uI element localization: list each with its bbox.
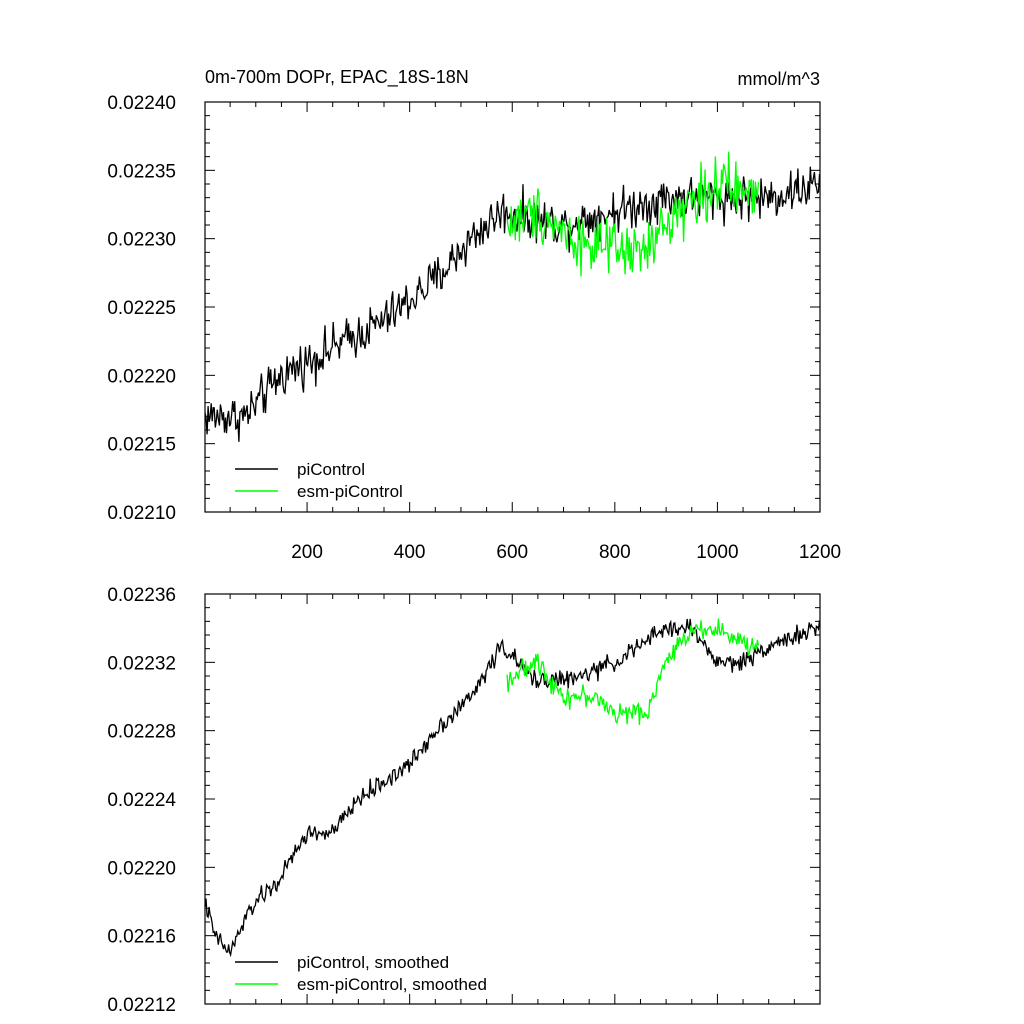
y-tick-label: 0.02224 bbox=[107, 790, 176, 811]
series-line-esm-picontrol bbox=[506, 151, 760, 277]
y-tick-label: 0.02215 bbox=[107, 435, 176, 456]
y-tick-label: 0.02210 bbox=[107, 503, 176, 524]
y-tick-label: 0.02232 bbox=[107, 653, 176, 674]
series-line-esm-picontrol-smoothed bbox=[506, 618, 760, 725]
series-line-picontrol bbox=[204, 166, 821, 442]
y-tick-label: 0.02212 bbox=[107, 995, 176, 1016]
y-tick-label: 0.02228 bbox=[107, 722, 176, 743]
bottom-chart-panel: 0.02212 0.02216 0.02220 0.02224 0.02228 0.022… bbox=[107, 585, 821, 1016]
y-tick-label: 0.02220 bbox=[107, 858, 176, 879]
y-tick-label: 0.02220 bbox=[107, 366, 176, 387]
chart-title: 0m-700m DOPr, EPAC_18S-18N bbox=[205, 67, 469, 88]
bottom-chart-ticks-layer bbox=[205, 593, 821, 1005]
top-chart-y-tick-labels: 0.02210 0.02215 0.02220 0.02225 0.02230 0.022… bbox=[107, 93, 176, 524]
top-chart-ticks-layer bbox=[205, 101, 821, 513]
y-tick-label: 0.02230 bbox=[107, 230, 176, 251]
legend-label-esm-picontrol: esm-piControl bbox=[297, 482, 403, 501]
top-chart-panel: 0m-700m DOPr, EPAC_18S-18N mmol/m^3 0.02… bbox=[107, 67, 841, 563]
x-tick-label: 1000 bbox=[696, 542, 738, 563]
top-chart-series-layer bbox=[204, 151, 821, 442]
top-chart-x-tick-labels: 200 400 600 800 1000 1200 bbox=[291, 542, 841, 563]
legend-label-esm-picontrol-smoothed: esm-piControl, smoothed bbox=[297, 975, 487, 994]
legend-label-picontrol: piControl bbox=[297, 460, 365, 479]
y-tick-label: 0.02240 bbox=[107, 93, 176, 114]
legend-label-picontrol-smoothed: piControl, smoothed bbox=[297, 953, 449, 972]
bottom-chart-plot-frame bbox=[204, 593, 821, 1005]
top-chart-legend: piControl esm-piControl bbox=[235, 460, 403, 501]
y-tick-label: 0.02216 bbox=[107, 927, 176, 948]
x-tick-label: 600 bbox=[496, 542, 528, 563]
bottom-chart-legend: piControl, smoothed esm-piControl, smoot… bbox=[235, 953, 487, 994]
x-tick-label: 200 bbox=[291, 542, 323, 563]
y-tick-label: 0.02225 bbox=[107, 298, 176, 319]
x-tick-label: 400 bbox=[394, 542, 426, 563]
x-tick-label: 800 bbox=[599, 542, 631, 563]
x-tick-label: 1200 bbox=[799, 542, 841, 563]
bottom-chart-series-layer bbox=[204, 618, 821, 958]
series-line-picontrol-smoothed bbox=[204, 618, 821, 958]
bottom-chart-y-tick-labels: 0.02212 0.02216 0.02220 0.02224 0.02228 0.022… bbox=[107, 585, 176, 1016]
chart-units-label: mmol/m^3 bbox=[738, 69, 820, 89]
y-tick-label: 0.02236 bbox=[107, 585, 176, 606]
top-chart-plot-frame bbox=[204, 101, 821, 513]
y-tick-label: 0.02235 bbox=[107, 161, 176, 182]
